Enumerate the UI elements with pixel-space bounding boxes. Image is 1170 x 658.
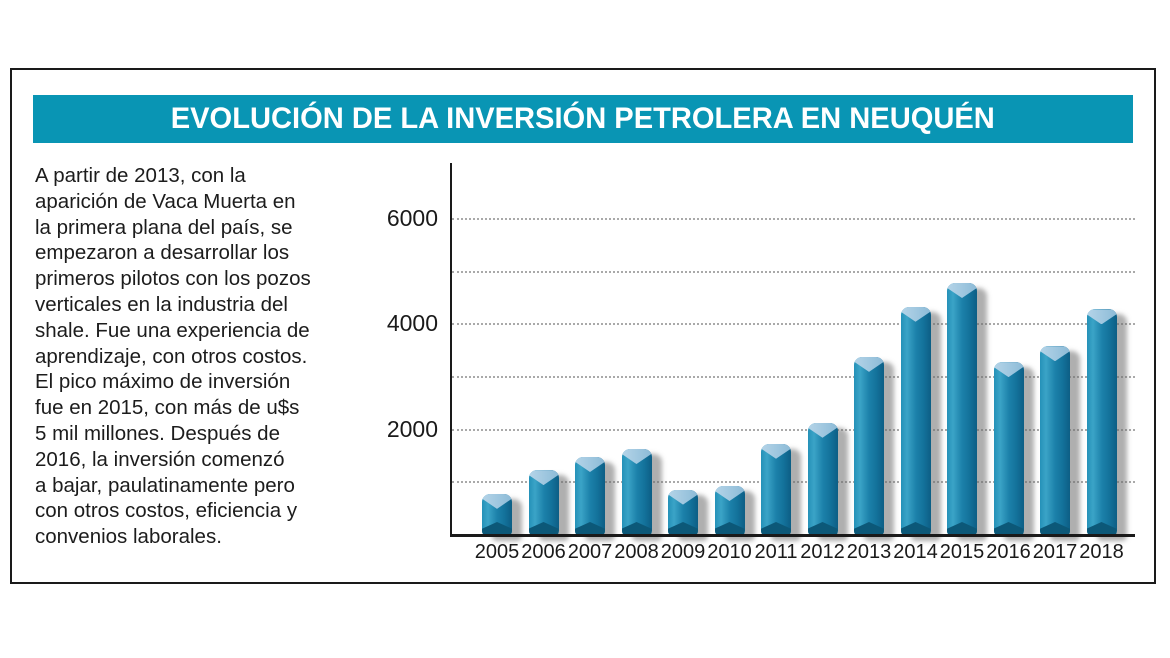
bar-2006 <box>528 470 559 536</box>
description-line: A partir de 2013, con la <box>35 164 246 187</box>
x-tick-label: 2011 <box>754 541 798 563</box>
description-line: aprendizaje, con otros costos. <box>35 344 308 368</box>
description-line: shale. Fue una experiencia de <box>35 318 310 342</box>
x-tick-label: 2013 <box>846 541 892 563</box>
bar-2014 <box>900 306 931 536</box>
gridline <box>452 428 1135 431</box>
bar-2013 <box>854 356 884 536</box>
x-tick-label: 2010 <box>707 541 752 563</box>
bar-2017 <box>1040 346 1070 536</box>
x-tick-label: 2017 <box>1032 541 1078 563</box>
description-line: aparición de Vaca Muerta en <box>35 189 296 213</box>
x-tick-label: 2012 <box>800 541 845 563</box>
description-line: la primera plana del país, se <box>35 215 293 239</box>
x-tick-label: 2006 <box>521 541 566 563</box>
bar-2011 <box>761 443 791 536</box>
bar-2016 <box>993 362 1024 536</box>
bar-2005 <box>482 493 512 536</box>
description-line: convenios laborales. <box>35 525 222 549</box>
gridline <box>452 323 1135 326</box>
description-line: con otros costos, eficiencia y <box>35 499 298 523</box>
description-line: verticales en la industria del <box>35 292 288 316</box>
bar-2012 <box>807 422 838 536</box>
gridline <box>452 270 1135 273</box>
x-tick-label: 2009 <box>660 541 706 563</box>
x-tick-label: 2005 <box>474 541 520 563</box>
y-tick-label: 2000 <box>386 415 438 442</box>
x-axis <box>450 534 1135 537</box>
bar-2007 <box>575 456 605 536</box>
x-tick-label: 2007 <box>567 541 613 563</box>
x-tick-label: 2015 <box>939 541 985 563</box>
x-tick-label: 2008 <box>614 541 659 563</box>
bar-chart: 2000 4000 6000 2005 2006 2007 2008 2009 2010 201… <box>387 163 1138 563</box>
gridline <box>452 217 1135 220</box>
description-line: 2016, la inversión comenzó <box>35 447 285 471</box>
x-tick-label: 2018 <box>1079 541 1124 563</box>
y-tick-label: 4000 <box>386 310 438 337</box>
x-tick-label: 2016 <box>986 541 1031 563</box>
description-line: primeros pilotos con los pozos <box>35 267 311 291</box>
gridline <box>452 375 1135 378</box>
y-axis <box>450 163 452 536</box>
description-line: 5 mil millones. Después de <box>35 421 280 445</box>
description-line: empezaron a desarrollar los <box>35 241 290 265</box>
description-line: El pico máximo de inversión <box>35 370 291 394</box>
description-line: a bajar, paulatinamente pero <box>35 473 295 497</box>
description-text: A partir de 2013, con la aparición de Vac… <box>35 163 395 550</box>
x-tick-label: 2014 <box>893 541 938 563</box>
gridline <box>452 481 1135 484</box>
page-title: EVOLUCIÓN DE LA INVERSIÓN PETROLERA EN N… <box>170 102 996 135</box>
bar-2015 <box>947 283 977 536</box>
y-tick-label: 6000 <box>386 204 438 231</box>
title-bar: EVOLUCIÓN DE LA INVERSIÓN PETROLERA EN N… <box>33 95 1133 143</box>
description-line: fue en 2015, con más de u$s <box>35 396 300 420</box>
bar-2009 <box>668 489 698 536</box>
bar-2008 <box>621 449 652 536</box>
bar-2010 <box>714 485 745 536</box>
bar-2018 <box>1086 309 1117 536</box>
